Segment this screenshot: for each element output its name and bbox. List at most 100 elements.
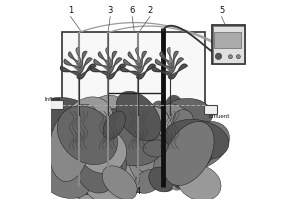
Ellipse shape: [96, 143, 136, 193]
Ellipse shape: [64, 168, 70, 173]
Ellipse shape: [142, 109, 151, 122]
Ellipse shape: [163, 162, 186, 175]
Ellipse shape: [172, 165, 196, 187]
Ellipse shape: [118, 158, 124, 164]
Ellipse shape: [79, 175, 85, 186]
Ellipse shape: [183, 178, 188, 185]
Ellipse shape: [129, 125, 152, 163]
Ellipse shape: [164, 95, 185, 130]
Ellipse shape: [106, 123, 124, 136]
Ellipse shape: [116, 119, 130, 128]
Polygon shape: [94, 59, 111, 72]
Polygon shape: [168, 58, 183, 73]
Ellipse shape: [165, 119, 229, 160]
Ellipse shape: [62, 109, 77, 131]
Bar: [213, 26, 244, 63]
Ellipse shape: [82, 137, 95, 149]
Ellipse shape: [109, 116, 120, 126]
Ellipse shape: [170, 180, 183, 190]
Ellipse shape: [122, 125, 131, 134]
Ellipse shape: [102, 122, 109, 127]
Ellipse shape: [142, 160, 154, 174]
Ellipse shape: [177, 164, 221, 200]
Ellipse shape: [115, 132, 129, 143]
Ellipse shape: [162, 119, 165, 122]
Ellipse shape: [79, 135, 94, 159]
Ellipse shape: [130, 144, 158, 169]
Ellipse shape: [164, 162, 186, 185]
Ellipse shape: [49, 110, 90, 182]
Text: 1: 1: [68, 6, 73, 15]
Polygon shape: [155, 59, 172, 72]
Ellipse shape: [106, 170, 111, 175]
Ellipse shape: [119, 176, 127, 186]
Ellipse shape: [97, 129, 105, 139]
Ellipse shape: [131, 148, 142, 167]
Ellipse shape: [55, 119, 73, 134]
Ellipse shape: [62, 97, 113, 150]
Ellipse shape: [187, 168, 201, 178]
Ellipse shape: [150, 128, 163, 136]
Ellipse shape: [93, 107, 141, 144]
Ellipse shape: [73, 141, 84, 152]
Polygon shape: [90, 66, 110, 77]
Ellipse shape: [123, 117, 134, 127]
Ellipse shape: [80, 118, 84, 123]
Ellipse shape: [176, 181, 187, 189]
Ellipse shape: [189, 140, 195, 146]
Ellipse shape: [155, 149, 166, 169]
Polygon shape: [120, 66, 140, 77]
Circle shape: [229, 55, 232, 59]
Ellipse shape: [70, 120, 94, 136]
Ellipse shape: [84, 115, 103, 127]
Ellipse shape: [85, 95, 134, 149]
Ellipse shape: [67, 157, 80, 170]
Ellipse shape: [136, 148, 156, 165]
Ellipse shape: [132, 167, 143, 188]
Ellipse shape: [189, 162, 200, 171]
Ellipse shape: [79, 128, 127, 173]
Ellipse shape: [134, 148, 138, 153]
Ellipse shape: [122, 178, 128, 185]
Ellipse shape: [153, 127, 174, 143]
Ellipse shape: [132, 114, 146, 121]
Ellipse shape: [190, 155, 200, 165]
Ellipse shape: [106, 121, 120, 139]
Ellipse shape: [116, 91, 161, 141]
Ellipse shape: [140, 150, 154, 173]
Ellipse shape: [173, 174, 179, 180]
Ellipse shape: [68, 172, 107, 195]
Ellipse shape: [132, 136, 169, 173]
Ellipse shape: [64, 124, 70, 131]
Ellipse shape: [152, 170, 166, 183]
Ellipse shape: [34, 135, 99, 172]
Ellipse shape: [91, 103, 113, 120]
Ellipse shape: [135, 104, 161, 130]
Ellipse shape: [144, 106, 172, 138]
Ellipse shape: [128, 168, 152, 189]
Ellipse shape: [119, 98, 137, 121]
Ellipse shape: [132, 143, 175, 184]
Ellipse shape: [132, 156, 141, 163]
Ellipse shape: [164, 174, 180, 187]
Ellipse shape: [95, 154, 109, 161]
Ellipse shape: [151, 140, 160, 152]
Ellipse shape: [158, 163, 178, 192]
Polygon shape: [160, 52, 172, 67]
Polygon shape: [69, 52, 80, 67]
Ellipse shape: [63, 179, 73, 191]
Ellipse shape: [121, 157, 142, 176]
Polygon shape: [124, 59, 141, 72]
Ellipse shape: [157, 104, 197, 144]
Ellipse shape: [86, 130, 98, 142]
Polygon shape: [168, 64, 187, 79]
Ellipse shape: [170, 130, 190, 150]
Ellipse shape: [76, 146, 118, 193]
Bar: [204, 105, 217, 114]
Ellipse shape: [149, 169, 166, 185]
Ellipse shape: [57, 126, 80, 142]
Ellipse shape: [177, 158, 191, 173]
Ellipse shape: [124, 170, 136, 178]
Ellipse shape: [107, 112, 123, 128]
Ellipse shape: [60, 127, 119, 176]
